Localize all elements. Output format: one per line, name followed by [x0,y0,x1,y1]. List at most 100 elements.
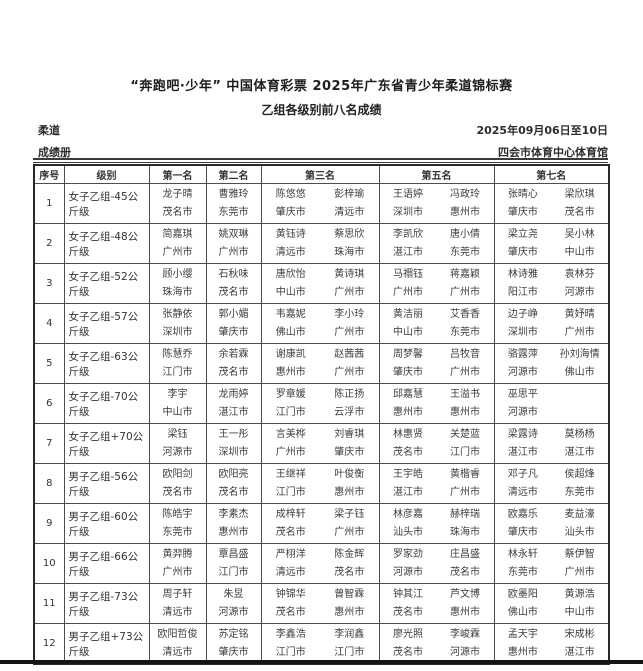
third-place-cell: 罗章媛 江门市 陈正扬 云浮市 [260,383,380,424]
athlete-name: 梁露诗 [507,428,538,440]
athlete-name: 宋成彬 [564,628,595,640]
athlete-city: 广州市 [450,286,480,298]
athlete-entry: 李素杰 惠州市 [207,509,260,538]
athlete-city: 茂名市 [218,366,249,378]
col-header-third: 第三名 [260,164,380,184]
category-cell: 女子乙组-45公斤级 [63,183,150,224]
athlete-name: 侯超烽 [564,468,595,480]
seventh-place-cell: 梁露诗 湛江市 莫杨杨 湛江市 [493,423,610,464]
bottom-rule-bar [0,660,643,664]
athlete-name: 蔡伊智 [564,548,595,560]
athlete-entry: 陈悠悠 肇庆市 [262,188,320,218]
category-cell: 男子乙组-56公斤级 [63,463,150,504]
row-number: 1 [33,183,65,224]
athlete-name: 吴小林 [564,228,595,240]
athlete-name: 覃昌盛 [218,548,249,560]
athlete-city: 清远市 [334,206,365,218]
seventh-place-cell: 欧墨阳 佛山市 黄源浩 中山市 [493,583,610,624]
athlete-city: 湛江市 [393,246,423,258]
venue-label: 四会市体育中心体育馆 [498,146,608,159]
athlete-city: 广州市 [450,366,480,378]
athlete-city: 清远市 [275,566,306,578]
athlete-city: 茂名市 [564,206,595,218]
athlete-city: 惠州市 [450,206,480,218]
athlete-entry: 王溢书 惠州市 [437,389,494,418]
athlete-name: 言美桦 [275,428,306,440]
athlete-name: 黄羿腾 [162,548,193,560]
athlete-entry: 黄楷睿 广州市 [437,469,494,498]
athlete-city: 肇庆市 [275,206,306,218]
first-place-cell: 黄羿腾 广州市 [148,543,207,584]
athlete-city: 清远市 [162,646,193,658]
row-number: 7 [33,423,65,464]
athlete-city: 河源市 [450,646,480,658]
category-cell: 女子乙组-57公斤级 [63,303,150,344]
athlete-city: 惠州市 [450,606,480,618]
fifth-place-cell: 钟其江 茂名市 芦文博 惠州市 [378,583,495,624]
col-header-fifth: 第五名 [378,164,495,184]
athlete-name: 严栩洋 [275,548,306,560]
athlete-entry: 林惠贤 茂名市 [380,429,437,458]
doc-type-label: 成绩册 [38,146,71,159]
table-row: 8 男子乙组-56公斤级 欧阳剑 茂名市 欧阳亮 茂名市 王继祥 江门市 叶俊衡 惠州市 王宇皓 湛江… [33,463,610,504]
first-place-cell: 欧阳剑 茂名市 [148,463,207,504]
athlete-name: 曹雅玲 [218,188,249,200]
athlete-name: 曾智霖 [334,588,365,600]
athlete-entry: 张晴心 肇庆市 [495,189,551,218]
date-range: 2025年09月06日至10日 [476,124,608,137]
first-place-cell: 欧阳哲俊 清远市 [148,623,207,665]
athlete-city: 深圳市 [507,326,538,338]
page-subtitle: 乙组各级别前八名成绩 [261,103,382,117]
athlete-name: 石秋味 [218,268,249,280]
first-place-cell: 张静依 深圳市 [148,303,207,344]
athlete-name: 邓子凡 [507,468,538,480]
athlete-entry: 骆露萍 河源市 [495,349,551,378]
seventh-place-cell: 林诗雅 阳江市 袁林芬 河源市 [493,263,610,304]
category-cell: 女子乙组-52公斤级 [63,263,150,304]
athlete-entry: 郭小媚 肇庆市 [207,308,260,338]
athlete-entry: 谢康凯 惠州市 [262,349,320,378]
athlete-city: 阳江市 [507,286,538,298]
third-place-cell: 韦嘉妮 佛山市 李小玲 广州市 [260,303,380,344]
athlete-name: 郭小媚 [218,308,249,320]
row-number: 9 [33,503,65,544]
category-cell: 女子乙组-63公斤级 [63,343,150,384]
seventh-place-cell: 骆露萍 河源市 孙刘海情 佛山市 [493,343,610,384]
category-cell: 男子乙组+73公斤级 [63,623,150,665]
col-header-second: 第二名 [205,164,262,184]
athlete-city: 江门市 [334,646,365,658]
athlete-entry: 赫梓瑞 珠海市 [437,509,494,538]
athlete-name: 黄妤晴 [564,308,595,320]
athlete-name: 黄洁丽 [393,308,423,320]
athlete-name: 钟其江 [393,588,423,600]
athlete-city: 惠州市 [334,606,365,618]
athlete-city: 江门市 [275,646,306,658]
athlete-city: 深圳市 [162,326,193,338]
athlete-name: 孙刘海情 [559,348,600,360]
seventh-place-cell: 张晴心 肇庆市 梁欣琪 茂名市 [493,183,610,224]
athlete-name: 朱昱 [223,588,244,600]
athlete-name: 姚双琳 [218,228,249,240]
athlete-name: 吕牧音 [450,348,480,360]
athlete-entry: 龙雨婷 湛江市 [207,389,260,418]
athlete-city: 佛山市 [507,606,538,618]
athlete-entry: 刘睿琪 肇庆市 [320,429,378,458]
athlete-name: 邱嘉慧 [393,388,423,400]
header-divider-rule [33,158,608,163]
athlete-entry: 余若霖 茂名市 [207,349,260,378]
athlete-city: 佛山市 [275,326,306,338]
header-row: 序号 级别 第一名 第二名 第三名 第五名 第七名 [33,164,610,184]
athlete-name: 简嘉琪 [162,228,193,240]
athlete-entry: 顾小缨 珠海市 [150,269,205,298]
table-row: 11 男子乙组-73公斤级 周子轩 清远市 朱昱 河源市 钟锦华 茂名市 曾智霖 惠州市 钟其江 茂名… [33,583,610,624]
athlete-entry: 宋成彬 湛江市 [551,628,608,658]
athlete-city: 珠海市 [450,526,480,538]
athlete-name: 陈悠悠 [275,188,306,200]
athlete-entry: 莫杨杨 湛江市 [551,429,608,458]
athlete-entry: 龙子晴 茂名市 [150,189,205,218]
first-place-cell: 龙子晴 茂名市 [148,183,207,224]
athlete-name: 成梓轩 [275,508,306,520]
athlete-entry: 李峻霖 河源市 [437,629,494,658]
athlete-city: 广州市 [275,446,306,458]
first-place-cell: 简嘉琪 广州市 [148,223,207,264]
